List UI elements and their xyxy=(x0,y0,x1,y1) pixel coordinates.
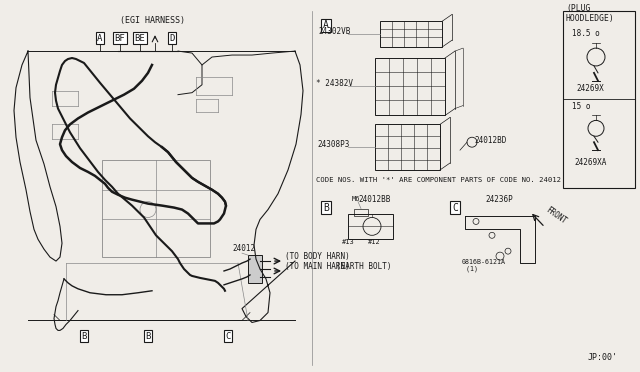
Text: 24269X: 24269X xyxy=(576,84,604,93)
Text: A: A xyxy=(97,34,102,43)
Text: * 24382V: * 24382V xyxy=(316,79,353,88)
Text: (TO BODY HARN): (TO BODY HARN) xyxy=(285,252,349,261)
Text: D: D xyxy=(170,34,175,43)
Bar xyxy=(375,58,445,115)
Text: 24269XA: 24269XA xyxy=(574,158,606,167)
Text: CODE NOS. WITH '*' ARE COMPONENT PARTS OF CODE NO. 24012: CODE NOS. WITH '*' ARE COMPONENT PARTS O… xyxy=(316,177,561,183)
Bar xyxy=(563,12,635,188)
Text: 24236P: 24236P xyxy=(485,195,513,203)
Text: 24012BD: 24012BD xyxy=(474,136,506,145)
Text: (EGI HARNESS): (EGI HARNESS) xyxy=(120,16,184,25)
Text: A: A xyxy=(323,20,329,31)
Text: M6: M6 xyxy=(352,196,360,202)
Bar xyxy=(248,255,262,283)
Text: #12: #12 xyxy=(368,239,381,245)
Text: B: B xyxy=(323,203,329,212)
Text: 24012: 24012 xyxy=(232,244,255,253)
Text: 24308P3: 24308P3 xyxy=(318,140,350,149)
Text: B: B xyxy=(81,332,86,341)
Text: C: C xyxy=(452,203,458,212)
Text: 24302VB: 24302VB xyxy=(319,27,351,36)
Text: B: B xyxy=(145,332,150,341)
Text: #13: #13 xyxy=(342,239,355,245)
Text: FRONT: FRONT xyxy=(544,205,568,225)
Text: C: C xyxy=(225,332,230,341)
Text: 0816B-6121A
 (1): 0816B-6121A (1) xyxy=(462,259,506,272)
Text: BE: BE xyxy=(134,34,145,43)
Text: (EARTH BOLT): (EARTH BOLT) xyxy=(336,262,392,271)
Text: (PLUG
HOODLEDGE): (PLUG HOODLEDGE) xyxy=(566,4,615,23)
Text: 15 o: 15 o xyxy=(572,102,591,110)
Bar xyxy=(380,21,442,47)
Text: 24012BB: 24012BB xyxy=(358,195,390,203)
Bar xyxy=(102,160,210,257)
Text: BF: BF xyxy=(115,34,125,43)
Bar xyxy=(375,124,440,170)
Text: 18.5 o: 18.5 o xyxy=(572,29,600,38)
Text: (TO MAIN HARN): (TO MAIN HARN) xyxy=(285,262,349,271)
Bar xyxy=(354,209,368,217)
Bar xyxy=(348,214,393,239)
Text: JP:00': JP:00' xyxy=(588,353,618,362)
